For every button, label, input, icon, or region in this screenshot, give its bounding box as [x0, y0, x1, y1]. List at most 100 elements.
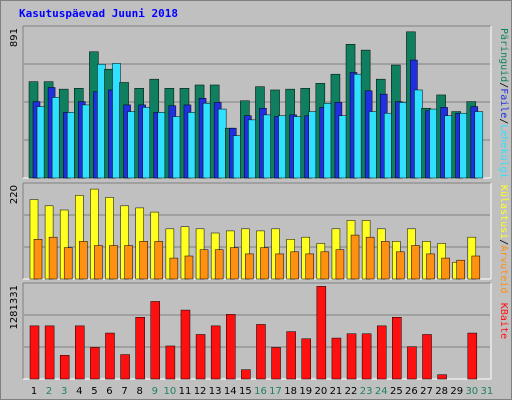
- bar-bottom-KBaite-day-25: [392, 317, 402, 380]
- bar-top-Lehekülgi-day-1: [36, 106, 46, 179]
- bar-middle-Arvuteid-day-16: [260, 247, 269, 280]
- chart-title: Kasutuspäevad Juuni 2018: [19, 7, 178, 20]
- series-label-bottom: KBaite: [498, 303, 509, 339]
- x-tick-label-day-25: 25: [390, 386, 403, 397]
- bar-bottom-KBaite-day-1: [29, 325, 40, 380]
- bar-top-Lehekülgi-day-24: [383, 112, 393, 179]
- bar-bottom-KBaite-day-2: [44, 325, 55, 380]
- series-label-part: Külastusi: [498, 185, 509, 239]
- bar-middle-Arvuteid-day-17: [275, 253, 284, 280]
- bar-middle-Arvuteid-day-12: [199, 249, 209, 280]
- x-tick-label-day-7: 7: [121, 386, 127, 397]
- x-tick-label-day-9: 9: [152, 386, 158, 397]
- x-tick-label-day-31: 31: [481, 386, 494, 397]
- bar-middle-Arvuteid-day-29: [456, 259, 465, 280]
- bar-bottom-KBaite-day-13: [210, 325, 221, 380]
- bar-middle-Arvuteid-day-13: [214, 249, 224, 280]
- bar-middle-Arvuteid-day-28: [441, 257, 450, 280]
- bar-middle-Arvuteid-day-1: [33, 239, 43, 280]
- bar-bottom-KBaite-day-16: [256, 324, 266, 380]
- x-tick-label-day-24: 24: [375, 386, 388, 397]
- bar-middle-Arvuteid-day-7: [124, 245, 133, 280]
- bar-bottom-KBaite-day-30: [467, 332, 478, 380]
- bar-middle-Arvuteid-day-6: [109, 245, 118, 280]
- x-tick-label-day-11: 11: [179, 386, 192, 397]
- bar-middle-Arvuteid-day-24: [380, 241, 390, 280]
- bar-bottom-KBaite-day-18: [286, 331, 296, 380]
- x-tick-label-day-29: 29: [450, 386, 463, 397]
- bar-middle-Arvuteid-day-11: [184, 255, 194, 280]
- bar-top-Lehekülgi-day-19: [308, 111, 317, 179]
- bar-middle-Arvuteid-day-10: [169, 257, 179, 280]
- bar-middle-Arvuteid-day-8: [139, 241, 148, 280]
- series-label-part: KBaite: [498, 303, 509, 339]
- bar-top-Lehekülgi-day-6: [112, 63, 121, 179]
- bar-middle-Arvuteid-day-26: [411, 245, 420, 280]
- x-tick-label-day-28: 28: [435, 386, 448, 397]
- bar-bottom-KBaite-day-6: [105, 332, 115, 380]
- bar-top-Lehekülgi-day-2: [51, 97, 61, 179]
- bar-bottom-KBaite-day-11: [180, 309, 191, 380]
- bar-top-Lehekülgi-day-26: [414, 89, 423, 179]
- bar-bottom-KBaite-day-20: [316, 286, 327, 380]
- series-label-part: Faile: [498, 88, 509, 118]
- bar-middle-Arvuteid-day-14: [230, 247, 239, 280]
- bar-bottom-KBaite-day-21: [331, 337, 342, 380]
- y-max-label-middle: 220: [9, 185, 20, 204]
- bar-top-Lehekülgi-day-8: [142, 107, 151, 179]
- bar-bottom-KBaite-day-19: [301, 338, 311, 380]
- bar-middle-Arvuteid-day-25: [396, 251, 405, 280]
- bar-top-Lehekülgi-day-12: [202, 103, 212, 179]
- bar-top-Lehekülgi-day-30: [474, 111, 484, 179]
- x-tick-label-day-19: 19: [299, 386, 312, 397]
- bar-top-Lehekülgi-day-9: [157, 112, 167, 179]
- bar-top-Lehekülgi-day-4: [82, 104, 91, 179]
- bar-middle-Arvuteid-day-5: [94, 245, 103, 280]
- bar-top-Lehekülgi-day-23: [368, 111, 378, 179]
- x-tick-label-day-13: 13: [209, 386, 222, 397]
- bar-bottom-KBaite-day-24: [376, 325, 387, 380]
- bar-bottom-KBaite-day-4: [75, 325, 85, 380]
- x-tick-label-day-3: 3: [61, 386, 67, 397]
- series-label-part: Päringuid: [498, 28, 509, 82]
- x-tick-label-day-2: 2: [46, 386, 52, 397]
- x-tick-label-day-14: 14: [224, 386, 237, 397]
- bar-top-Lehekülgi-day-25: [399, 102, 408, 179]
- y-max-label-top: 891: [9, 28, 20, 47]
- bar-top-Lehekülgi-day-20: [323, 103, 333, 179]
- bar-top-Lehekülgi-day-27: [429, 108, 438, 179]
- x-tick-label-day-1: 1: [31, 386, 37, 397]
- series-label-part: Lehekülgi: [498, 124, 509, 178]
- bar-middle-Arvuteid-day-18: [290, 251, 299, 280]
- x-tick-label-day-5: 5: [91, 386, 97, 397]
- bar-middle-Arvuteid-day-9: [154, 241, 164, 280]
- x-tick-label-day-21: 21: [330, 386, 343, 397]
- x-tick-label-day-12: 12: [194, 386, 207, 397]
- x-tick-label-day-15: 15: [239, 386, 252, 397]
- bar-bottom-KBaite-day-8: [135, 317, 145, 380]
- bar-top-Lehekülgi-day-16: [263, 114, 272, 179]
- bar-top-Lehekülgi-day-15: [248, 119, 257, 179]
- bar-top-Lehekülgi-day-22: [353, 73, 363, 179]
- bar-bottom-KBaite-day-9: [150, 301, 161, 380]
- bar-bottom-KBaite-day-10: [165, 345, 176, 380]
- bar-top-Lehekülgi-day-13: [217, 108, 227, 179]
- bar-bottom-KBaite-day-3: [59, 355, 70, 380]
- bar-middle-Arvuteid-day-3: [63, 247, 73, 280]
- x-tick-label-day-16: 16: [254, 386, 267, 397]
- bar-middle-Arvuteid-day-4: [79, 241, 88, 280]
- bar-bottom-KBaite-day-27: [422, 334, 432, 380]
- bar-top-Lehekülgi-day-29: [459, 112, 468, 179]
- bar-middle-Arvuteid-day-20: [320, 251, 330, 280]
- x-tick-label-day-23: 23: [360, 386, 373, 397]
- bar-bottom-KBaite-day-12: [195, 334, 206, 380]
- bar-bottom-KBaite-day-26: [407, 346, 417, 380]
- bar-top-Lehekülgi-day-11: [187, 112, 197, 179]
- bar-bottom-KBaite-day-15: [241, 369, 251, 380]
- bar-top-Lehekülgi-day-21: [338, 115, 348, 179]
- bar-middle-Arvuteid-day-21: [335, 249, 345, 280]
- bar-middle-Arvuteid-day-15: [245, 253, 254, 280]
- bar-middle-Arvuteid-day-30: [471, 255, 481, 280]
